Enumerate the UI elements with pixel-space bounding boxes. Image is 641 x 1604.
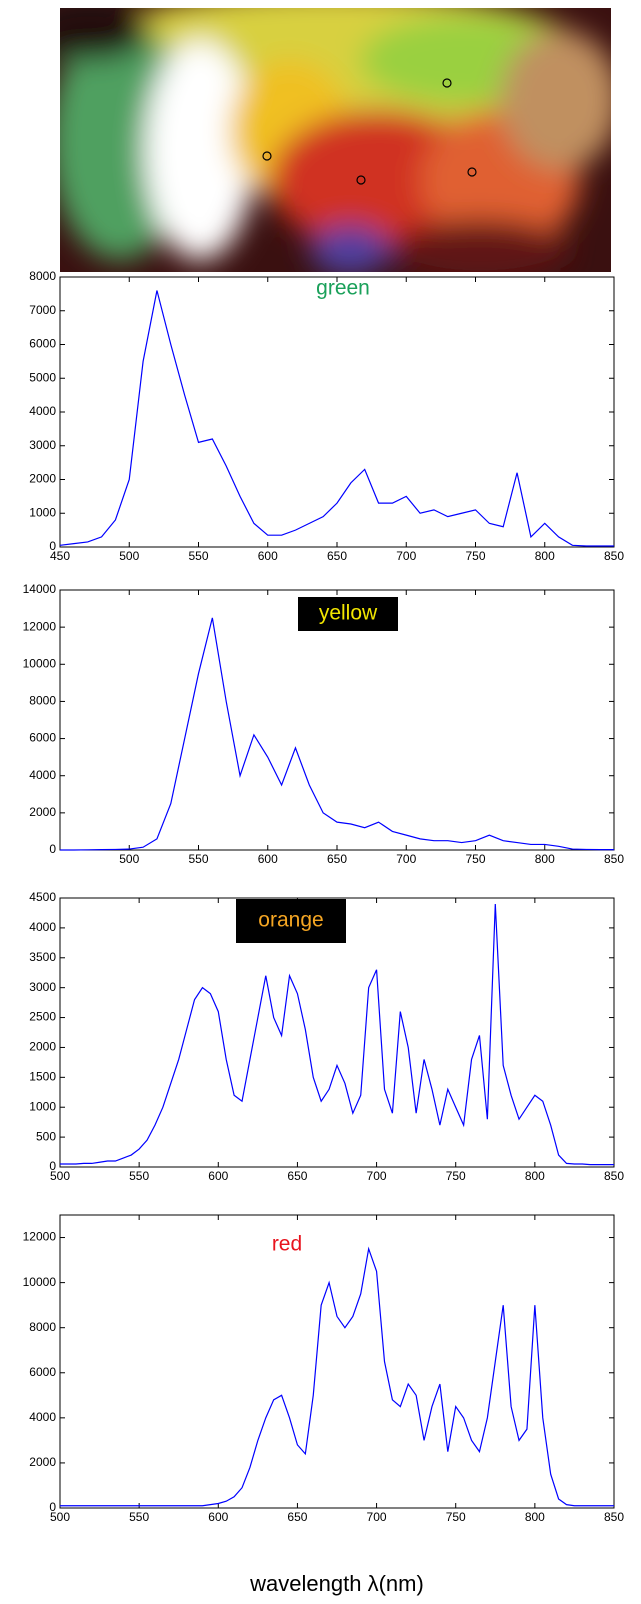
y-tick-label: 10000 — [23, 656, 57, 670]
x-tick-label: 800 — [525, 1510, 545, 1524]
x-tick-label: 850 — [604, 549, 624, 563]
x-tick-label: 800 — [525, 1169, 545, 1183]
y-tick-label: 0 — [49, 1159, 56, 1173]
x-tick-label: 650 — [327, 549, 347, 563]
annotation-box — [236, 899, 346, 943]
y-tick-label: 2000 — [29, 1455, 56, 1469]
x-tick-label: 550 — [188, 852, 208, 866]
x-tick-label: 500 — [50, 1510, 70, 1524]
y-tick-label: 12000 — [23, 619, 57, 633]
y-tick-label: 14000 — [23, 582, 57, 596]
y-tick-label: 4000 — [29, 920, 56, 934]
y-tick-label: 4000 — [29, 768, 56, 782]
plot-area — [59, 276, 615, 548]
annotation: orange — [258, 909, 323, 932]
x-tick-label: 750 — [446, 1510, 466, 1524]
y-tick-label: 1000 — [29, 505, 56, 519]
y-tick-label: 6000 — [29, 1365, 56, 1379]
y-tick-label: 500 — [36, 1129, 56, 1143]
spectrum-line — [60, 617, 614, 851]
y-tick-label: 6000 — [29, 731, 56, 745]
y-tick-label: 2000 — [29, 1040, 56, 1054]
y-tick-label: 10000 — [23, 1275, 57, 1289]
x-tick-label: 800 — [535, 852, 555, 866]
x-tick-label: 550 — [129, 1169, 149, 1183]
x-tick-label: 600 — [258, 549, 278, 563]
x-tick-label: 850 — [604, 1510, 624, 1524]
annotation: green — [316, 277, 370, 300]
plot-area — [59, 589, 615, 851]
x-tick-label: 650 — [287, 1169, 307, 1183]
y-tick-label: 8000 — [29, 1320, 56, 1334]
plot-area — [59, 1214, 615, 1509]
x-tick-label: 500 — [119, 852, 139, 866]
x-tick-label: 550 — [129, 1510, 149, 1524]
x-tick-label: 850 — [604, 1169, 624, 1183]
y-tick-label: 3000 — [29, 438, 56, 452]
spectrum-line — [60, 903, 614, 1166]
y-tick-label: 1000 — [29, 1099, 56, 1113]
y-tick-label: 2000 — [29, 472, 56, 486]
y-tick-label: 7000 — [29, 303, 56, 317]
annotation-box — [298, 597, 398, 631]
annotation: yellow — [319, 602, 378, 625]
y-tick-label: 0 — [49, 842, 56, 856]
y-tick-label: 1500 — [29, 1070, 56, 1084]
y-tick-label: 2500 — [29, 1010, 56, 1024]
x-tick-label: 750 — [465, 852, 485, 866]
x-tick-label: 650 — [287, 1510, 307, 1524]
x-tick-label: 500 — [119, 549, 139, 563]
y-tick-label: 0 — [49, 539, 56, 553]
y-tick-label: 8000 — [29, 269, 56, 283]
x-tick-label: 600 — [208, 1169, 228, 1183]
x-tick-label: 600 — [258, 852, 278, 866]
y-tick-label: 4000 — [29, 404, 56, 418]
y-tick-label: 3500 — [29, 950, 56, 964]
y-tick-label: 12000 — [23, 1230, 57, 1244]
x-tick-label: 700 — [367, 1510, 387, 1524]
y-tick-label: 4500 — [29, 890, 56, 904]
annotation: red — [272, 1233, 302, 1256]
x-axis-title: wavelength λ(nm) — [249, 1571, 424, 1596]
x-tick-label: 700 — [367, 1169, 387, 1183]
photo — [60, 8, 611, 272]
x-tick-label: 650 — [327, 852, 347, 866]
x-tick-label: 550 — [188, 549, 208, 563]
y-tick-label: 6000 — [29, 337, 56, 351]
x-tick-label: 700 — [396, 852, 416, 866]
x-tick-label: 500 — [50, 1169, 70, 1183]
spectrum-line — [59, 290, 614, 547]
y-tick-label: 2000 — [29, 805, 56, 819]
x-tick-label: 600 — [208, 1510, 228, 1524]
y-tick-label: 0 — [49, 1500, 56, 1514]
x-tick-label: 450 — [50, 549, 70, 563]
x-tick-label: 750 — [465, 549, 485, 563]
y-tick-label: 4000 — [29, 1410, 56, 1424]
y-tick-label: 8000 — [29, 694, 56, 708]
x-tick-label: 850 — [604, 852, 624, 866]
x-tick-label: 700 — [396, 549, 416, 563]
y-tick-label: 3000 — [29, 980, 56, 994]
x-tick-label: 800 — [535, 549, 555, 563]
x-tick-label: 750 — [446, 1169, 466, 1183]
y-tick-label: 5000 — [29, 370, 56, 384]
spectrum-line — [60, 1246, 614, 1507]
